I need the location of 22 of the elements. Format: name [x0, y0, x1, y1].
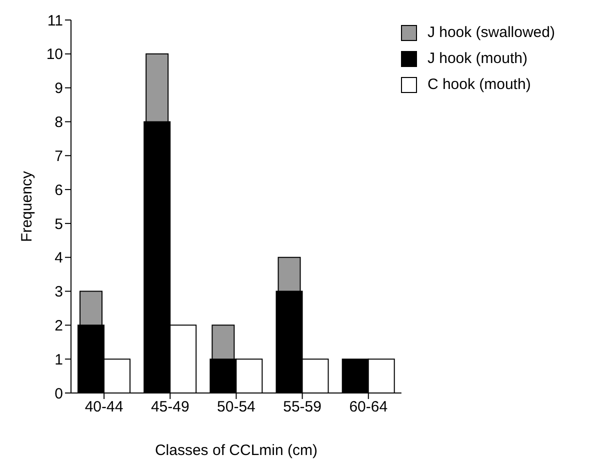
- y-tick-label: 1: [54, 351, 63, 368]
- x-axis-title: Classes of CCLmin (cm): [154, 442, 318, 459]
- y-tick-label: 5: [54, 216, 63, 233]
- y-tick-label: 3: [54, 284, 63, 301]
- y-axis-title: Frequency: [18, 170, 36, 242]
- x-tick-label: 50-54: [217, 398, 256, 416]
- x-tick-label: 45-49: [150, 398, 190, 416]
- legend-label: C hook (mouth): [427, 76, 531, 93]
- x-tick-label: 60-64: [349, 398, 388, 416]
- y-tick-label: 2: [54, 318, 63, 335]
- y-tick-label: 4: [54, 250, 63, 267]
- y-tick-label: 8: [54, 114, 63, 132]
- y-tick-label: 7: [54, 148, 63, 165]
- y-tick-label: 11: [47, 12, 63, 30]
- y-tick-label: 10: [46, 46, 63, 64]
- y-tick-label: 6: [54, 182, 63, 199]
- x-tick-label: 55-59: [283, 398, 322, 416]
- y-tick-label: 0: [54, 385, 63, 402]
- x-tick-label: 40-44: [84, 398, 124, 416]
- legend-label: J hook (mouth): [427, 50, 528, 67]
- y-tick-label: 9: [54, 80, 63, 98]
- legend-label: J hook (swallowed): [427, 24, 555, 41]
